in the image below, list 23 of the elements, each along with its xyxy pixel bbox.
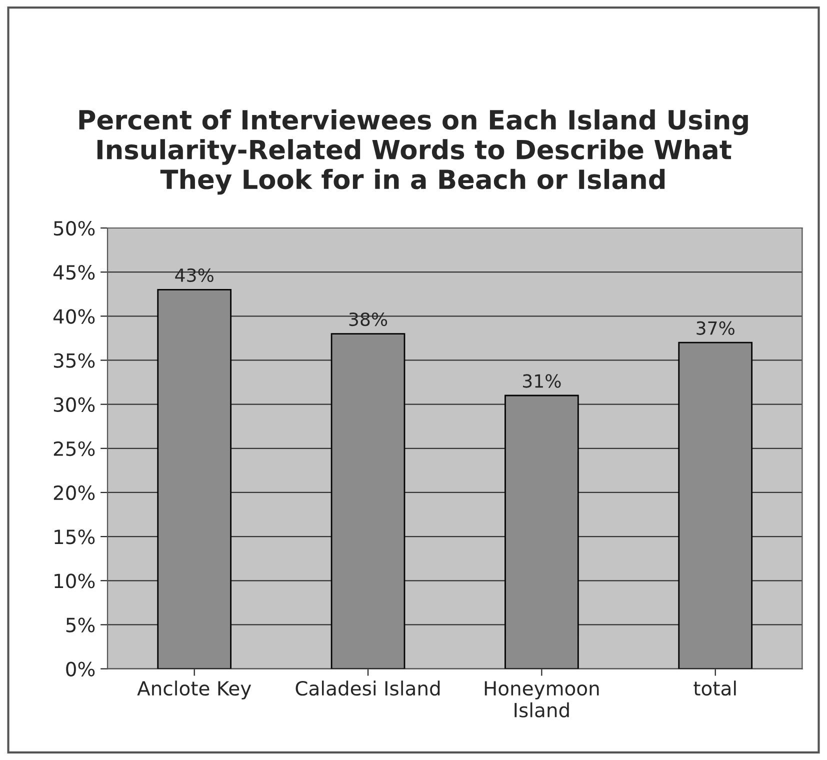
x-tick-label: Caladesi Island [296,680,440,696]
x-tick-label: Anclote Key [137,680,252,700]
data-label: 37% [696,321,734,335]
y-tick-label: 30% [54,397,95,412]
y-tick-label: 50% [54,220,95,236]
data-label: 31% [522,374,561,388]
bar [678,342,753,669]
chart-title: Percent of Interviewees on Each Island Using Insularity-Related Words to Describe What They Look for in a Beach or Island [79,109,748,195]
y-tick-label: 35% [54,353,95,368]
bar [157,289,232,669]
y-tick-label: 5% [66,618,95,632]
data-label: 38% [349,312,388,326]
y-tick-label: 10% [54,574,95,588]
y-tick-label: 20% [54,485,95,500]
y-tick-label: 15% [54,530,95,544]
y-tick-label: 45% [53,265,95,280]
y-tick-label: 40% [53,309,95,324]
y-tick-label: 25% [54,441,95,456]
x-tick-label: total [694,680,736,696]
bar [504,394,579,669]
x-tick-label: Honeymoon Island [484,681,599,718]
y-tick-label: 0% [66,662,95,676]
bar [330,333,406,669]
